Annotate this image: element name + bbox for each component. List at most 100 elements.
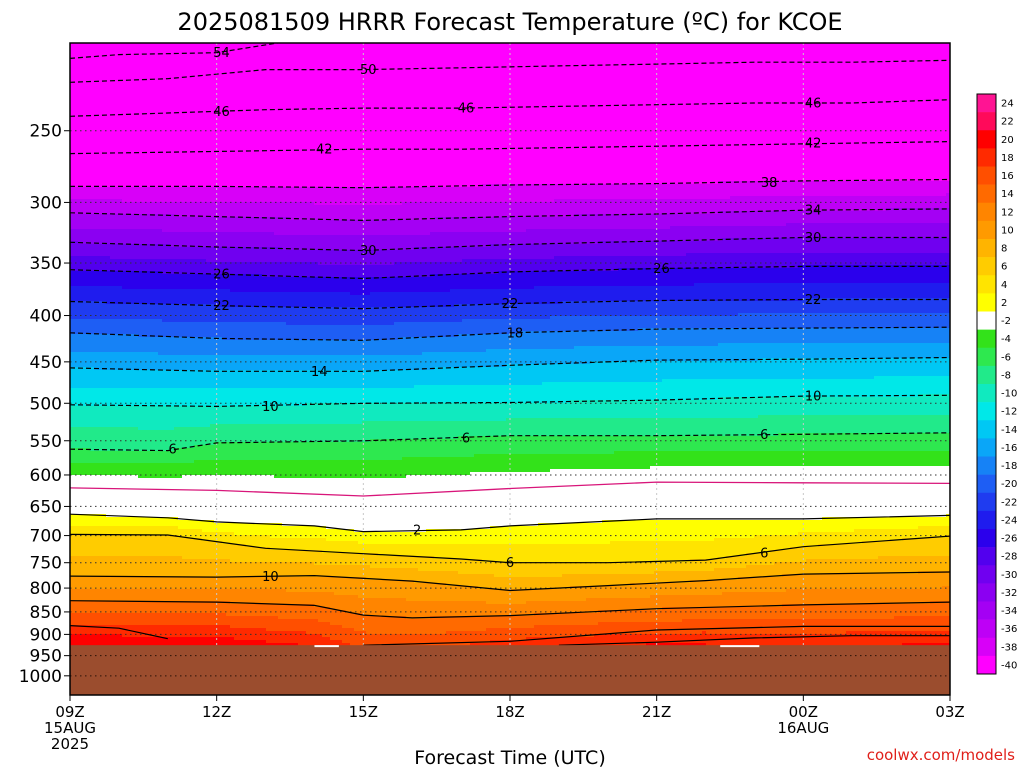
isotherm-label-text: 2 bbox=[413, 523, 421, 538]
colorbar-swatch bbox=[977, 94, 996, 113]
y-tick-label: 250 bbox=[30, 122, 62, 142]
colorbar-swatch bbox=[977, 347, 996, 367]
x-tick-label-line: 15Z bbox=[349, 703, 378, 721]
x-tick-label-line: 21Z bbox=[642, 703, 671, 721]
colorbar-swatch bbox=[977, 402, 996, 421]
credit-text: coolwx.com/models bbox=[867, 746, 1015, 764]
isotherm-minus34 bbox=[70, 208, 950, 222]
isotherm-minus54 bbox=[70, 43, 282, 59]
x-tick-label-line: 03Z bbox=[935, 703, 964, 721]
colorbar-label: -28 bbox=[1001, 552, 1017, 563]
isotherm-label-text: 30 bbox=[805, 231, 822, 246]
isotherm-label: 30 bbox=[360, 244, 377, 259]
isotherm-10 bbox=[70, 571, 950, 592]
x-tick-label-line: 18Z bbox=[495, 703, 524, 721]
colorbar-label: -2 bbox=[1001, 316, 1011, 327]
colorbar-swatch bbox=[977, 329, 996, 349]
colorbar-label: -16 bbox=[1001, 443, 1017, 454]
colorbar-label: -6 bbox=[1001, 352, 1011, 363]
colorbar-label: -36 bbox=[1001, 624, 1017, 635]
y-tick-label: 350 bbox=[30, 254, 62, 274]
isotherm-label: 2 bbox=[413, 523, 421, 538]
y-tick-label: 450 bbox=[30, 353, 62, 373]
colorbar-swatch bbox=[977, 365, 996, 385]
isotherm-label-text: 42 bbox=[316, 143, 333, 158]
isotherm-label-text: 6 bbox=[169, 443, 177, 458]
colorbar-label: -32 bbox=[1001, 588, 1017, 599]
isotherm-label-text: 6 bbox=[462, 431, 470, 446]
colorbar-swatch bbox=[977, 257, 996, 276]
isotherm-label: 30 bbox=[805, 231, 822, 246]
isotherm-label-text: 46 bbox=[458, 102, 475, 117]
isotherm-label-text: 46 bbox=[213, 105, 230, 120]
y-tick-label: 850 bbox=[30, 603, 62, 623]
isotherm-minus42 bbox=[70, 141, 950, 155]
colorbar-swatch bbox=[977, 112, 996, 131]
colorbar-label: 2 bbox=[1001, 298, 1007, 309]
isotherm-label: 10 bbox=[262, 570, 279, 585]
colorbar-swatch bbox=[977, 148, 996, 167]
colorbar-swatch bbox=[977, 275, 996, 294]
y-tick-label: 900 bbox=[30, 625, 62, 645]
isotherm-label: 42 bbox=[805, 137, 822, 152]
isotherm-label-text: 30 bbox=[360, 244, 377, 259]
isotherm-label: 22 bbox=[805, 293, 822, 308]
y-tick-label: 700 bbox=[30, 527, 62, 547]
isotherm-6 bbox=[70, 533, 950, 564]
isotherm-minus14 bbox=[70, 356, 950, 372]
isotherm-label-text: 26 bbox=[213, 268, 230, 283]
isotherm-label-text: 22 bbox=[502, 297, 519, 312]
isotherm-label: 22 bbox=[213, 299, 230, 314]
x-tick-label-line: 12Z bbox=[202, 703, 231, 721]
isotherm-14 bbox=[70, 600, 950, 619]
isotherm-label-text: 10 bbox=[262, 570, 279, 585]
isotherm-label: 54 bbox=[213, 46, 230, 61]
x-tick-label-line: 15AUG bbox=[44, 719, 96, 737]
x-axis-label: Forecast Time (UTC) bbox=[414, 747, 605, 768]
colorbar-label: 24 bbox=[1001, 99, 1014, 110]
y-tick-label: 1000 bbox=[19, 667, 62, 687]
colorbar-label: 22 bbox=[1001, 117, 1014, 128]
isotherm-label: 6 bbox=[760, 428, 768, 443]
temperature-fill bbox=[70, 43, 950, 695]
isotherm-label-text: 10 bbox=[805, 390, 822, 405]
colorbar-label: -34 bbox=[1001, 606, 1017, 617]
colorbar-label: 18 bbox=[1001, 153, 1014, 164]
isotherm-2 bbox=[70, 513, 950, 533]
x-tick-label-line: 2025 bbox=[51, 735, 89, 753]
colorbar-swatch bbox=[977, 202, 996, 222]
x-tick-label: 15Z bbox=[349, 703, 378, 721]
x-tick-label: 03Z bbox=[935, 703, 964, 721]
isotherm-label-text: 10 bbox=[262, 400, 279, 415]
isotherm-label: 10 bbox=[805, 390, 822, 405]
isotherm-label: 6 bbox=[169, 443, 177, 458]
isotherm-label: 18 bbox=[507, 326, 524, 341]
colorbar-label: 10 bbox=[1001, 225, 1014, 236]
colorbar-swatch bbox=[977, 583, 996, 602]
ground-fill bbox=[70, 645, 950, 695]
isotherm-minus6 bbox=[70, 432, 950, 452]
x-tick-label-line: 09Z bbox=[55, 703, 84, 721]
isotherm-minus18 bbox=[70, 326, 950, 341]
isotherm-label-text: 42 bbox=[805, 137, 822, 152]
x-tick-label: 12Z bbox=[202, 703, 231, 721]
isotherm-label-text: 14 bbox=[311, 365, 328, 380]
isotherm-minus46 bbox=[70, 99, 950, 117]
colorbar-swatch bbox=[977, 547, 996, 566]
y-tick-label: 750 bbox=[30, 554, 62, 574]
isotherm-label-text: 54 bbox=[213, 46, 230, 61]
colorbar: 24 22 20 18 16 14 12 10 8 6 4 2 -2 -4 -6 -8 -10 -12 -14 -16… bbox=[976, 93, 1017, 675]
isotherm-label: 38 bbox=[761, 176, 778, 191]
colorbar-swatch bbox=[977, 474, 996, 494]
isotherms bbox=[70, 43, 950, 646]
isotherm-label-text: 46 bbox=[805, 97, 822, 112]
colorbar-swatch bbox=[977, 529, 996, 548]
x-tick-label: 21Z bbox=[642, 703, 671, 721]
colorbar-swatch bbox=[977, 510, 996, 530]
colorbar-label: 20 bbox=[1001, 135, 1014, 146]
colorbar-label: 16 bbox=[1001, 171, 1014, 182]
